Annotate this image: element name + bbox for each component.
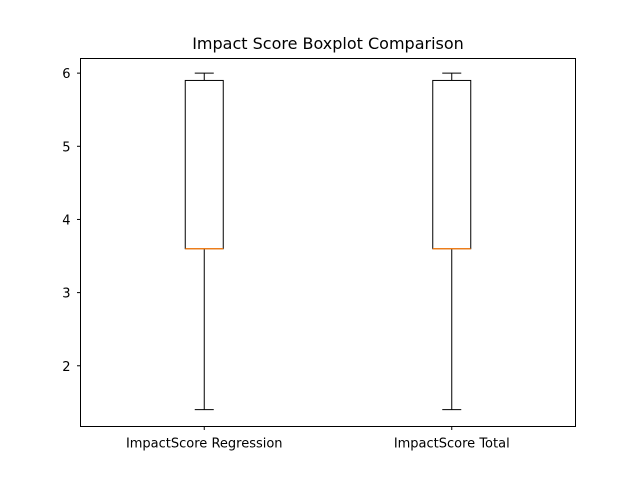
x-axis: ImpactScore Regression ImpactScore Total (126, 426, 510, 452)
box-group (184, 72, 224, 411)
x-tick-label: ImpactScore Regression (126, 437, 283, 452)
chart-title: Impact Score Boxplot Comparison (192, 34, 464, 53)
plot-area-frame (80, 58, 576, 427)
boxes (184, 72, 472, 411)
y-axis: 2 3 4 5 6 (62, 67, 81, 375)
y-tick-label: 2 (62, 360, 70, 375)
y-tick-label: 6 (62, 67, 70, 82)
box-group (432, 72, 472, 411)
y-tick-label: 5 (62, 140, 70, 155)
x-tick-label: ImpactScore Total (394, 437, 510, 452)
y-tick-label: 4 (62, 213, 70, 228)
y-tick-label: 3 (62, 287, 70, 302)
